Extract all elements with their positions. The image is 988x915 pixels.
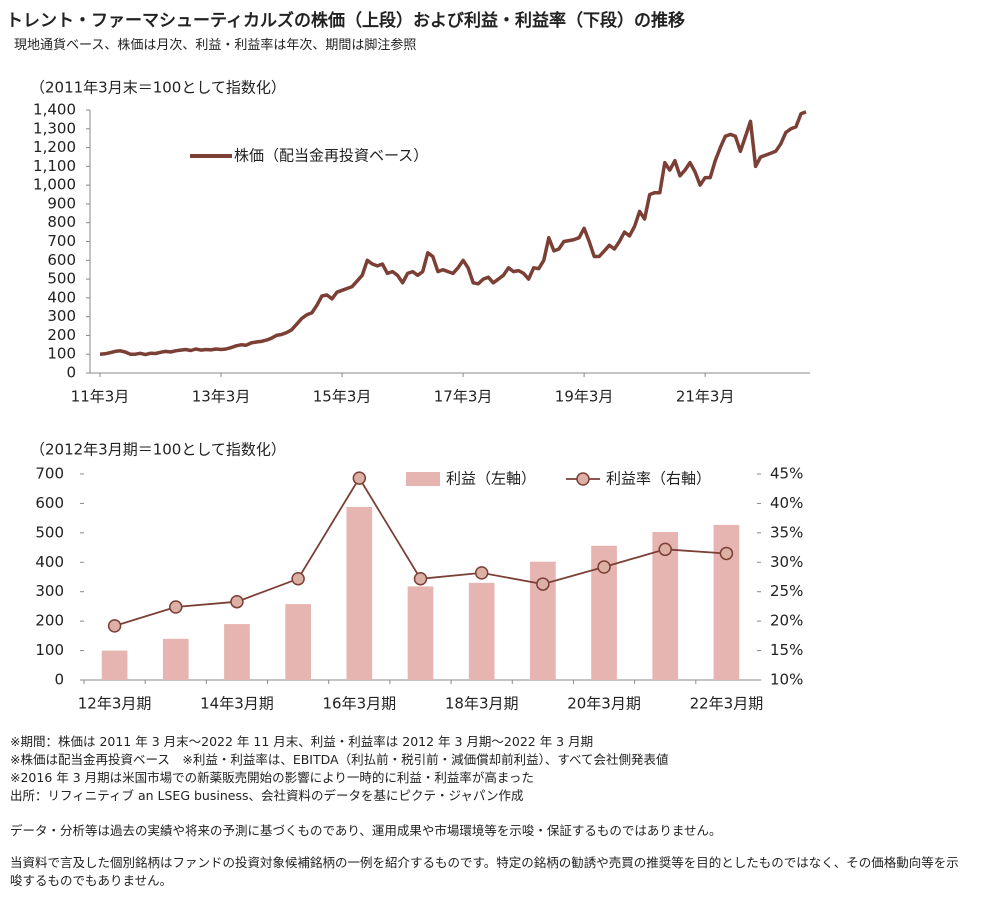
page-title: トレント・ファーマシューティカルズの株価（上段）および利益・利益率（下段）の推移: [6, 11, 685, 31]
y-tick-label: 700: [47, 232, 76, 250]
y2-tick-label: 15%: [770, 641, 803, 659]
notes: ※期間：株価は 2011 年 3 月末～2022 年 11 月末、利益・利益率は…: [10, 733, 668, 805]
y-tick-label: 500: [47, 270, 76, 288]
x-tick-label: 11年3月: [71, 388, 130, 406]
bar: [407, 586, 434, 680]
y-tick-label: 700: [35, 465, 64, 483]
y-tick-label: 200: [35, 612, 64, 630]
x-tick-label: 19年3月: [555, 388, 614, 406]
margin-marker: [169, 600, 183, 614]
y-tick-label: 200: [47, 326, 76, 344]
y-tick-label: 900: [47, 194, 76, 212]
disclaimer: データ・分析等は過去の実績や将来の予測に基づくものであり、運用成果や市場環境等を…: [10, 822, 970, 904]
note: 出所：リフィニティブ an LSEG business、会社資料のデータを基にピ…: [10, 788, 524, 803]
y2-tick-label: 45%: [770, 465, 803, 483]
x-tick-label: 16年3月期: [322, 695, 396, 713]
y-tick-label: 1,400: [33, 101, 76, 119]
margin-marker: [536, 577, 550, 591]
margin-marker: [230, 594, 244, 609]
y-tick-label: 400: [35, 553, 64, 571]
y2-tick-label: 35%: [770, 523, 803, 541]
y-tick-label: 1,300: [33, 119, 76, 137]
margin-marker: [291, 572, 305, 586]
x-tick-label: 21年3月: [676, 388, 735, 406]
y-tick-label: 600: [47, 251, 76, 269]
y-tick-label: 500: [35, 523, 64, 541]
y-tick-label: 0: [66, 364, 76, 382]
x-tick-label: 17年3月: [434, 388, 493, 406]
y2-tick-label: 30%: [770, 553, 803, 571]
y-tick-label: 100: [35, 641, 64, 659]
bar: [652, 531, 679, 680]
y2-tick-label: 40%: [770, 494, 803, 512]
y-tick-label: 800: [47, 213, 76, 231]
y2-tick-label: 10%: [770, 671, 803, 689]
y-tick-label: 1,200: [33, 138, 76, 156]
y-tick-label: 400: [47, 288, 76, 306]
margin-marker: [597, 560, 611, 574]
legend-label: 利益（左軸）: [446, 470, 536, 488]
page-subtitle: 現地通貨ベース、株価は月次、利益・利益率は年次、期間は脚注参照: [14, 38, 417, 53]
y-tick-label: 600: [35, 494, 64, 512]
margin-marker: [658, 542, 672, 557]
bar: [101, 650, 128, 680]
price-line: [99, 110, 807, 357]
x-tick-label: 15年3月: [313, 388, 372, 406]
margin-marker: [474, 566, 489, 580]
margin-marker: [107, 619, 122, 633]
y-tick-label: 1,100: [33, 157, 76, 175]
bar: [162, 638, 189, 680]
note: ※株価は配当金再投資ベース ※利益・利益率は、EBITDA（利払前・税引前・減価…: [10, 752, 669, 767]
y-tick-label: 300: [47, 307, 76, 325]
chart-annotation: （2011年3月末＝100として指数化）: [30, 79, 286, 97]
y2-tick-label: 25%: [770, 582, 803, 600]
legend-swatch: [406, 472, 440, 486]
x-tick-label: 12年3月期: [78, 695, 152, 713]
legend-label: 株価（配当金再投資ベース）: [234, 147, 428, 165]
x-tick-label: 22年3月期: [690, 695, 764, 713]
y-tick-label: 1,000: [33, 176, 76, 194]
y-tick-label: 300: [35, 582, 64, 600]
x-tick-label: 20年3月期: [567, 695, 641, 713]
legend-label: 利益率（右軸）: [606, 470, 711, 488]
bar: [468, 582, 495, 680]
y-tick-label: 100: [47, 345, 76, 363]
chart-annotation: （2012年3月期＝100として指数化）: [30, 441, 286, 459]
note: ※期間：株価は 2011 年 3 月末～2022 年 11 月末、利益・利益率は…: [10, 734, 594, 749]
note: ※2016 年 3 月期は米国市場での新薬販売開始の影響により一時的に利益・利益…: [10, 770, 534, 785]
y-tick-label: 0: [54, 671, 64, 689]
margin-marker: [413, 572, 428, 586]
x-tick-label: 18年3月期: [445, 695, 519, 713]
y2-tick-label: 20%: [770, 612, 803, 630]
margin-marker: [352, 471, 367, 485]
x-tick-label: 13年3月: [192, 388, 251, 406]
x-tick-label: 14年3月期: [200, 695, 274, 713]
legend-marker: [576, 472, 590, 486]
bar: [346, 506, 373, 680]
bar: [285, 604, 311, 680]
disclaimer-text: データ・分析等は過去の実績や将来の予測に基づくものであり、運用成果や市場環境等を…: [10, 823, 722, 838]
disclaimer-text: 当資料で言及した個別銘柄はファンドの投資対象候補銘柄の一例を紹介するものです。特…: [10, 855, 959, 888]
bar: [224, 624, 250, 680]
charts: （2011年3月末＝100として指数化）01002003004005006007…: [30, 79, 810, 713]
margin-marker: [719, 546, 734, 561]
